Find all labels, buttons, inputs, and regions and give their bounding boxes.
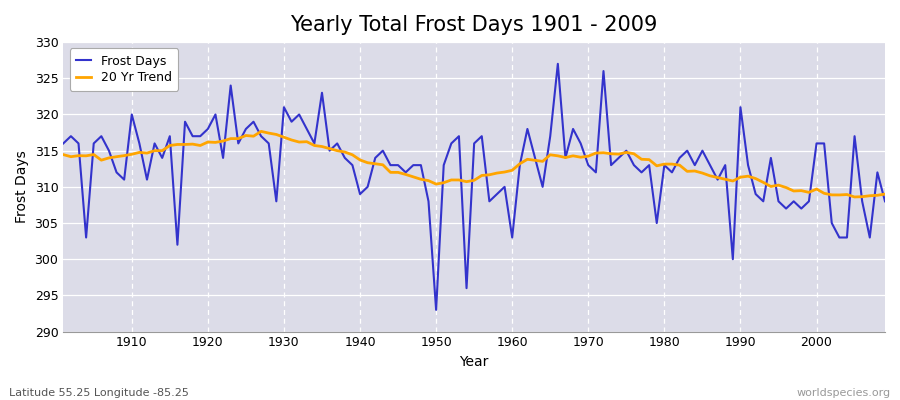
20 Yr Trend <box>850 194 860 199</box>
Text: worldspecies.org: worldspecies.org <box>796 388 891 398</box>
20 Yr Trend <box>256 129 266 134</box>
Frost Days <box>58 141 68 146</box>
Line: 20 Yr Trend: 20 Yr Trend <box>63 131 885 197</box>
20 Yr Trend <box>339 150 350 154</box>
Frost Days <box>332 141 343 146</box>
Frost Days <box>553 62 563 66</box>
20 Yr Trend <box>58 152 68 157</box>
20 Yr Trend <box>515 161 526 166</box>
Frost Days <box>431 308 442 312</box>
20 Yr Trend <box>119 153 130 158</box>
Frost Days <box>507 235 517 240</box>
Frost Days <box>119 177 130 182</box>
Y-axis label: Frost Days: Frost Days <box>15 150 29 223</box>
X-axis label: Year: Year <box>460 355 489 369</box>
Legend: Frost Days, 20 Yr Trend: Frost Days, 20 Yr Trend <box>69 48 178 91</box>
20 Yr Trend <box>606 151 616 156</box>
Text: Latitude 55.25 Longitude -85.25: Latitude 55.25 Longitude -85.25 <box>9 388 189 398</box>
20 Yr Trend <box>293 140 304 144</box>
Frost Days <box>286 119 297 124</box>
20 Yr Trend <box>879 192 890 196</box>
20 Yr Trend <box>507 168 517 173</box>
Title: Yearly Total Frost Days 1901 - 2009: Yearly Total Frost Days 1901 - 2009 <box>291 15 658 35</box>
Frost Days <box>613 156 624 160</box>
Frost Days <box>879 199 890 204</box>
Frost Days <box>515 163 526 168</box>
Line: Frost Days: Frost Days <box>63 64 885 310</box>
